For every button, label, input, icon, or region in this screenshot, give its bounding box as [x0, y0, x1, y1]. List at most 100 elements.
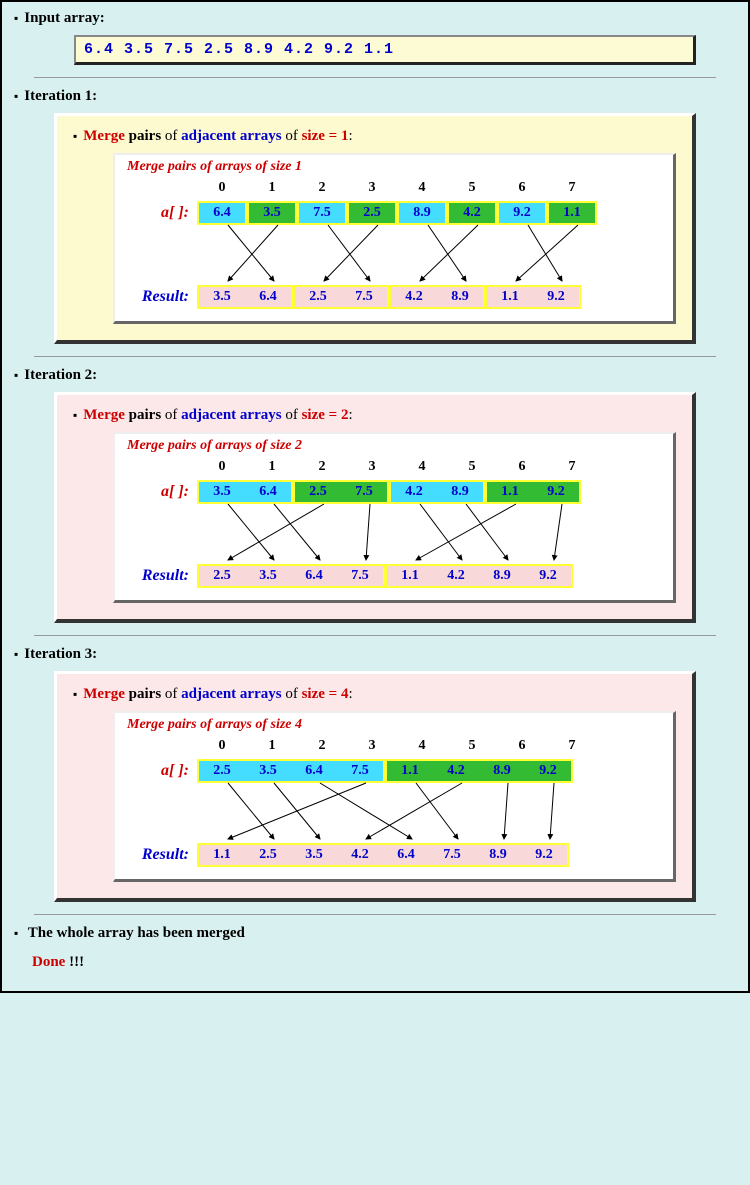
index-cell: 2: [297, 738, 347, 754]
array-cell: 8.9: [399, 203, 445, 223]
diagram-box: Merge pairs of arrays of size 1 01234567…: [113, 153, 676, 324]
input-row: a[ ]:2.53.56.47.51.14.28.99.2: [127, 759, 573, 783]
iteration-header: Iteration 1:: [14, 88, 736, 105]
result-cell: 4.2: [391, 287, 437, 307]
index-cell: 6: [497, 180, 547, 196]
index-cell: 6: [497, 738, 547, 754]
input-array: 3.56.42.57.54.28.91.19.2: [197, 480, 581, 504]
merge-title: Merge pairs of adjacent arrays of size =…: [73, 128, 676, 145]
final-line: The whole array has been merged: [14, 925, 736, 942]
array-cell: 2.5: [199, 761, 245, 781]
merge-chart: 01234567 a[ ]:6.43.57.52.58.94.29.21.1 Res…: [127, 179, 661, 309]
done: Done: [32, 954, 65, 970]
array-cell: 9.2: [533, 482, 579, 502]
index-row: 01234567: [127, 179, 597, 197]
divider: [34, 356, 716, 357]
a-label: a[ ]:: [127, 483, 197, 501]
result-cell: 4.2: [433, 566, 479, 586]
index-cell: 1: [247, 459, 297, 475]
index-cell: 5: [447, 738, 497, 754]
excl: !!!: [65, 954, 84, 970]
text: The: [28, 925, 57, 941]
index-cell: 5: [447, 180, 497, 196]
index-cell: 0: [197, 459, 247, 475]
result-cell: 3.5: [245, 566, 291, 586]
result-row: Result:2.53.56.47.51.14.28.99.2: [127, 564, 573, 588]
input-section: Input array: 6.4 3.5 7.5 2.5 8.9 4.2 9.2…: [14, 10, 736, 65]
result-cell: 9.2: [525, 566, 571, 586]
iteration-panel: Merge pairs of adjacent arrays of size =…: [54, 392, 696, 623]
index-cell: 2: [297, 180, 347, 196]
index-cell: 3: [347, 738, 397, 754]
index-cell: 5: [447, 459, 497, 475]
index-cell: 0: [197, 738, 247, 754]
input-row: a[ ]:6.43.57.52.58.94.29.21.1: [127, 201, 597, 225]
a-label: a[ ]:: [127, 204, 197, 222]
result-row: Result:3.56.42.57.54.28.91.19.2: [127, 285, 581, 309]
index-cell: 7: [547, 180, 597, 196]
index-cell: 4: [397, 180, 447, 196]
iteration-panel: Merge pairs of adjacent arrays of size =…: [54, 671, 696, 902]
array-cell: 4.2: [391, 482, 437, 502]
array-cell: 4.2: [433, 761, 479, 781]
index-cell: 1: [247, 738, 297, 754]
iteration-header: Iteration 2:: [14, 367, 736, 384]
result-cell: 7.5: [337, 566, 383, 586]
index-cell: 1: [247, 180, 297, 196]
array-cell: 2.5: [349, 203, 395, 223]
diagram-title: Merge pairs of arrays of size 2: [127, 438, 661, 454]
result-label: Result:: [127, 288, 197, 306]
diagram-box: Merge pairs of arrays of size 4 01234567…: [113, 711, 676, 882]
conclusion: The whole array has been merged Done !!!: [14, 925, 736, 971]
array-cell: 9.2: [499, 203, 545, 223]
a-label: a[ ]:: [127, 762, 197, 780]
result-cell: 6.4: [383, 845, 429, 865]
merge-arrows: [205, 502, 625, 564]
done-line: Done !!!: [32, 954, 736, 971]
input-array: 6.43.57.52.58.94.29.21.1: [197, 201, 597, 225]
array-cell: 7.5: [299, 203, 345, 223]
array-cell: 3.5: [199, 482, 245, 502]
result-cell: 2.5: [199, 566, 245, 586]
array-cell: 7.5: [341, 482, 387, 502]
merged-text: merged: [197, 925, 245, 941]
index-cell: 3: [347, 459, 397, 475]
index-row: 01234567: [127, 737, 597, 755]
result-cell: 6.4: [291, 566, 337, 586]
array-cell: 2.5: [295, 482, 341, 502]
divider: [34, 77, 716, 78]
merge-title: Merge pairs of adjacent arrays of size =…: [73, 686, 676, 703]
divider: [34, 914, 716, 915]
result-cell: 3.5: [199, 287, 245, 307]
iteration-2: Iteration 2: Merge pairs of adjacent arra…: [14, 367, 736, 623]
result-array: 3.56.42.57.54.28.91.19.2: [197, 285, 581, 309]
index-cell: 7: [547, 738, 597, 754]
result-row: Result:1.12.53.54.26.47.58.99.2: [127, 843, 569, 867]
array-cell: 1.1: [387, 761, 433, 781]
result-cell: 1.1: [199, 845, 245, 865]
merge-arrows: [205, 781, 625, 843]
divider: [34, 635, 716, 636]
result-cell: 2.5: [295, 287, 341, 307]
whole-array: whole array: [57, 925, 134, 941]
iteration-header: Iteration 3:: [14, 646, 736, 663]
index-cell: 4: [397, 459, 447, 475]
array-cell: 1.1: [487, 482, 533, 502]
result-cell: 1.1: [387, 566, 433, 586]
input-label: Input array:: [14, 10, 736, 27]
array-cell: 6.4: [199, 203, 245, 223]
index-cell: 2: [297, 459, 347, 475]
result-label: Result:: [127, 846, 197, 864]
iteration-3: Iteration 3: Merge pairs of adjacent arra…: [14, 646, 736, 902]
text: has been: [134, 925, 197, 941]
result-label: Result:: [127, 567, 197, 585]
index-cell: 3: [347, 180, 397, 196]
input-array: 2.53.56.47.51.14.28.99.2: [197, 759, 573, 783]
result-cell: 9.2: [533, 287, 579, 307]
result-cell: 7.5: [429, 845, 475, 865]
index-row: 01234567: [127, 458, 597, 476]
iteration-1: Iteration 1: Merge pairs of adjacent arra…: [14, 88, 736, 344]
result-cell: 6.4: [245, 287, 291, 307]
merge-chart: 01234567 a[ ]:3.56.42.57.54.28.91.19.2 Res…: [127, 458, 661, 588]
result-cell: 9.2: [521, 845, 567, 865]
